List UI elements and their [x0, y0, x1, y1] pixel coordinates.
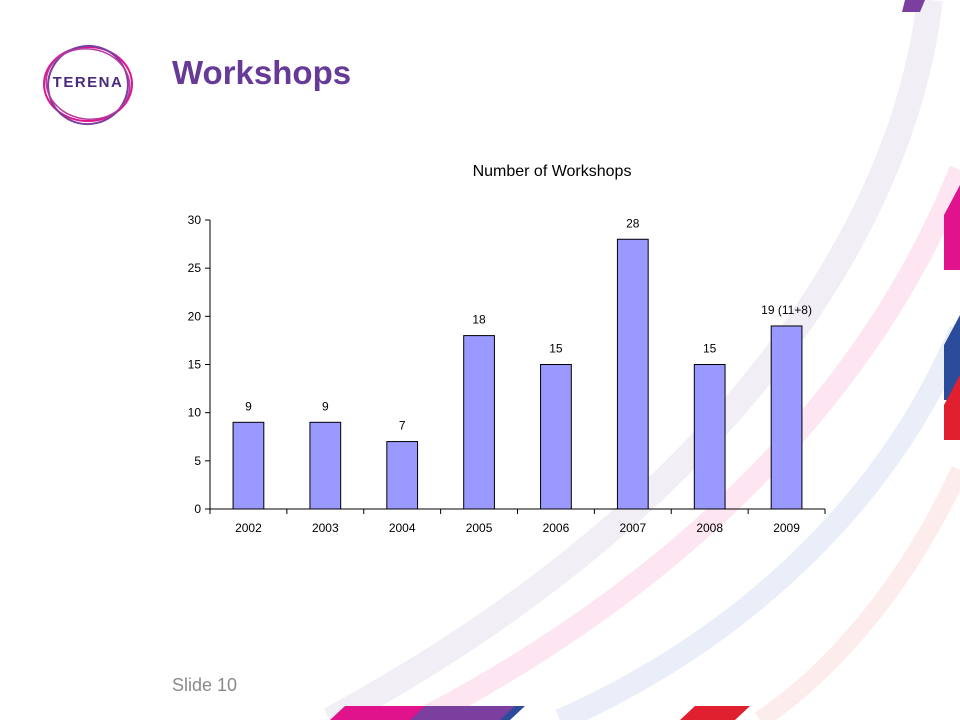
bar — [386, 441, 419, 510]
y-tick-label: 5 — [194, 454, 201, 468]
x-tick-label: 2002 — [235, 521, 262, 535]
x-tick-label: 2003 — [312, 521, 339, 535]
bottom-red-stripe — [680, 706, 750, 720]
y-tick-label: 15 — [188, 358, 202, 372]
bottom-purple-stripe — [410, 706, 520, 720]
accent-purple-stripe — [902, 0, 925, 12]
terena-logo: TERENA — [40, 40, 136, 130]
data-label: 9 — [245, 399, 252, 413]
data-label: 7 — [399, 419, 406, 433]
bottom-magenta-stripe — [330, 706, 430, 720]
x-tick-label: 2008 — [696, 521, 723, 535]
x-tick-label: 2009 — [773, 521, 800, 535]
bar — [616, 238, 649, 510]
bar — [693, 364, 726, 510]
bar — [232, 421, 265, 510]
bottom-blue-stripe — [500, 706, 525, 720]
accent-blue-stripe — [944, 315, 960, 400]
data-label: 15 — [549, 342, 563, 356]
data-label: 18 — [472, 313, 486, 327]
y-tick-label: 20 — [188, 309, 202, 323]
x-tick-label: 2005 — [466, 521, 493, 535]
logo-text: TERENA — [52, 74, 124, 91]
bar — [770, 325, 803, 510]
chart-title: Number of Workshops — [473, 163, 632, 180]
x-tick-label: 2007 — [619, 521, 646, 535]
bar — [309, 421, 342, 510]
slide-number: Slide 10 — [172, 675, 238, 695]
x-tick-label: 2006 — [543, 521, 570, 535]
bar — [463, 335, 495, 510]
data-label: 28 — [626, 216, 640, 230]
x-tick-label: 2004 — [389, 521, 416, 535]
y-tick-label: 25 — [188, 261, 202, 275]
data-label: 15 — [703, 342, 717, 356]
y-tick-label: 0 — [194, 502, 201, 516]
accent-magenta-stripe — [944, 185, 960, 270]
y-tick-label: 10 — [188, 406, 202, 420]
y-tick-label: 30 — [188, 213, 202, 227]
bar-chart: Number of Workshops 0 5 10 15 20 25 30 2002 9 2003… — [188, 163, 826, 535]
accent-red-stripe — [944, 375, 960, 440]
data-label: 19 (11+8) — [761, 303, 812, 317]
data-label: 9 — [322, 399, 329, 413]
logo-rings — [43, 44, 133, 126]
slide-title: Workshops — [172, 54, 352, 91]
bar — [540, 364, 572, 510]
